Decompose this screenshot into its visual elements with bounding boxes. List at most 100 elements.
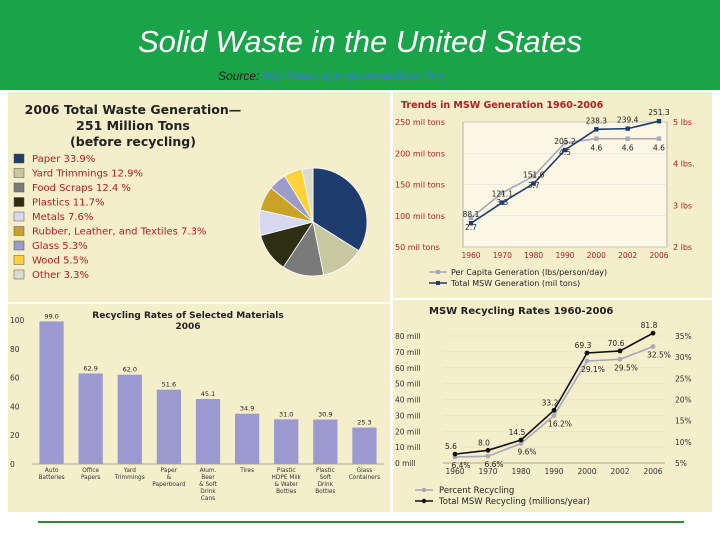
pie-title: 251 Million Tons (76, 118, 190, 133)
left-tick-label: 250 mil tons (395, 118, 445, 127)
data-label: 5.6 (445, 442, 457, 451)
recycling-rates-bar-chart: Recycling Rates of Selected Materials200… (10, 311, 384, 502)
bar-value-label: 62.9 (83, 364, 97, 372)
bar-value-label: 34.9 (240, 405, 254, 413)
data-point (625, 126, 630, 131)
category-label: Bottles (315, 489, 335, 495)
data-label: 205.2 (554, 137, 576, 146)
data-label: 238.3 (586, 116, 608, 125)
right-tick-label: 4 lbs. (673, 160, 695, 169)
legend-swatch (13, 168, 25, 178)
pie-slice (301, 167, 314, 223)
category-label: Alum. (200, 468, 217, 474)
right-tick-label: 5% (675, 459, 687, 468)
category-label: Drink (200, 489, 216, 495)
data-point (500, 190, 505, 196)
legend-label: Percent Recycling (439, 486, 514, 496)
bar-chart-title: 2006 (175, 322, 200, 332)
left-tick-label: 30 mill (395, 411, 421, 420)
data-point (617, 348, 623, 354)
recycling-title: MSW Recycling Rates 1960-2006 (429, 306, 613, 317)
legend-swatch (13, 211, 25, 222)
data-point (562, 147, 568, 153)
left-tick-label: 200 mil tons (395, 149, 445, 158)
source-label: Source: (218, 69, 260, 83)
bar (39, 321, 64, 464)
x-tick-label: 1960 (445, 467, 464, 476)
legend-entry: Food Scraps 12.4 % (32, 183, 131, 194)
bar-value-label: 51.6 (162, 381, 176, 389)
bar-value-label: 99.0 (44, 312, 58, 320)
bar-value-label: 45.1 (201, 390, 215, 398)
legend-marker (421, 487, 427, 493)
left-tick-label: 150 mil tons (395, 181, 445, 190)
legend-label: Total MSW Generation (mil tons) (450, 279, 580, 288)
category-label: Soft (320, 475, 332, 481)
legend-swatch (13, 240, 25, 251)
category-label: Auto (45, 468, 59, 474)
left-tick-label: 60 mill (395, 364, 421, 373)
category-label: Paper (161, 468, 178, 474)
x-tick-label: 2000 (587, 251, 606, 260)
right-tick-label: 20% (675, 396, 692, 405)
data-point (518, 437, 524, 443)
bar-value-label: 62.0 (123, 366, 137, 374)
series-line (454, 332, 654, 455)
data-point (594, 127, 599, 132)
msw-generation-trend-chart: Trends in MSW Generation 1960-2006 250 mi… (395, 100, 695, 288)
bar (156, 389, 182, 464)
data-point (656, 136, 662, 141)
msw-recycling-trend-chart: MSW Recycling Rates 1960-2006 80 mill 70 m… (395, 306, 692, 507)
category-label: Office (82, 468, 99, 474)
data-label: 239.4 (617, 116, 639, 125)
legend-swatch (13, 255, 25, 265)
x-tick-label: 1960 (461, 251, 480, 260)
right-tick-label: 5 lbs (673, 118, 692, 127)
data-point (625, 136, 630, 141)
right-tick-label: 10% (675, 438, 692, 447)
bar (117, 374, 142, 464)
data-point (551, 413, 557, 418)
data-label: 33.2 (542, 398, 559, 407)
waste-generation-panel: 2006 Total Waste Generation— 251 Million … (8, 92, 390, 302)
category-label: Containers (349, 475, 380, 481)
data-point (531, 173, 536, 179)
x-tick-label: 1980 (511, 467, 530, 476)
category-label: & Soft (199, 482, 218, 488)
category-label: Batteries (38, 475, 64, 481)
data-label: 8.0 (478, 438, 490, 447)
legend-marker (436, 270, 440, 274)
data-label: 81.8 (641, 321, 658, 330)
data-point (562, 140, 568, 146)
waste-generation-pie-chart: 2006 Total Waste Generation—251 Million … (13, 102, 368, 281)
data-label: 4.6 (590, 144, 602, 153)
y-tick-label: 100 (10, 316, 25, 325)
bar (352, 427, 377, 464)
data-point (650, 344, 656, 349)
y-tick-label: 80 (10, 345, 20, 354)
data-point (452, 451, 458, 457)
title-banner (0, 0, 720, 90)
legend-entry: Other 3.3% (32, 270, 89, 281)
legend-marker (436, 281, 440, 285)
data-label: 69.3 (575, 341, 592, 350)
legend-entry: Wood 5.5% (32, 256, 88, 267)
data-label: 4.6 (622, 144, 634, 153)
data-point (518, 441, 524, 446)
legend-swatch (13, 182, 25, 193)
data-point (468, 220, 474, 226)
category-label: Yard (123, 468, 137, 474)
data-point (485, 447, 491, 453)
legend-entry: Rubber, Leather, and Textiles 7.3% (32, 227, 206, 238)
data-label: 70.6 (608, 339, 625, 348)
bar (313, 419, 338, 464)
data-point (485, 453, 491, 459)
bar-chart-title: Recycling Rates of Selected Materials (92, 311, 283, 321)
legend-swatch (13, 226, 25, 236)
x-tick-label: 2002 (618, 251, 637, 260)
source-link[interactable]: http://www.epa.gov/msw/facts.htm (262, 69, 445, 83)
y-tick-label: 60 (10, 374, 20, 383)
data-label: 4.5 (559, 148, 571, 157)
x-tick-label: 2006 (649, 251, 668, 260)
right-tick-label: 30% (675, 353, 692, 362)
